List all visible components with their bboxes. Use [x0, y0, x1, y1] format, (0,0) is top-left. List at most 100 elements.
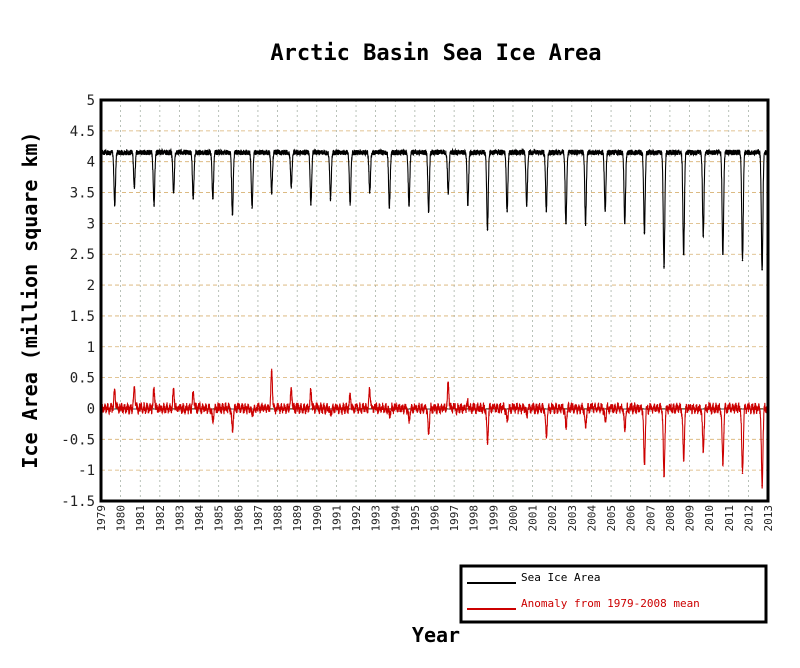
x-tick-label: 2010: [703, 505, 716, 532]
data-point-anomaly: [486, 441, 489, 444]
data-point-sea-ice-minimum: [270, 191, 273, 194]
data-point-sea-ice-minimum: [172, 191, 175, 194]
x-tick-label: 2000: [507, 505, 520, 532]
x-tick-label: 1987: [252, 505, 265, 532]
x-tick-label: 1980: [115, 505, 128, 532]
data-point-sea-ice-minimum: [643, 231, 646, 234]
data-point-anomaly: [349, 395, 351, 397]
data-point-sea-ice-minimum: [447, 191, 450, 194]
series-line-anomaly: [100, 368, 769, 489]
x-tick-label: 1995: [409, 505, 422, 532]
x-tick-label: 1983: [173, 505, 186, 532]
x-tick-label: 2004: [585, 505, 598, 532]
plot-frame: [99, 98, 770, 503]
data-point-sea-ice-minimum: [133, 185, 136, 188]
y-tick-label: -1: [78, 463, 95, 479]
data-point-sea-ice-minimum: [741, 259, 744, 262]
x-tick-label: 1998: [468, 505, 481, 532]
data-point-anomaly: [643, 463, 646, 465]
x-tick-label: 1993: [370, 505, 383, 532]
data-point-anomaly: [388, 413, 391, 416]
data-point-sea-ice-minimum: [525, 204, 528, 206]
data-point-anomaly: [192, 392, 195, 394]
x-tick-label: 1992: [350, 505, 363, 532]
y-tick-label: 0.5: [70, 371, 95, 387]
data-point-sea-ice-minimum: [212, 197, 214, 200]
data-points: [113, 185, 763, 487]
data-point-anomaly: [113, 389, 116, 391]
data-point-sea-ice-minimum: [682, 253, 685, 256]
x-tick-label: 2005: [605, 505, 618, 532]
data-point-sea-ice-minimum: [251, 207, 253, 209]
data-point-anomaly: [447, 382, 450, 385]
x-tick-label: 1990: [311, 505, 324, 532]
data-point-sea-ice-minimum: [761, 268, 763, 271]
y-tick-label: -1.5: [61, 494, 95, 510]
data-point-anomaly: [565, 426, 567, 428]
data-point-anomaly: [270, 370, 273, 373]
data-point-anomaly: [153, 389, 155, 391]
data-point-anomaly: [290, 389, 293, 391]
x-tick-label: 1979: [95, 505, 108, 532]
y-tick-labels: 5 4.5 4 3.5 3 2.5 2 1.5 1 0.5 0 -0.5 -1 -1.5: [61, 93, 95, 510]
data-point-sea-ice-minimum: [604, 210, 606, 212]
y-tick-label: 5: [87, 93, 95, 109]
data-point-anomaly: [310, 389, 312, 391]
x-tick-label: 1991: [330, 505, 343, 532]
data-point-sea-ice-minimum: [623, 222, 626, 225]
gridlines: [100, 99, 769, 502]
data-point-anomaly: [231, 429, 234, 431]
x-tick-label: 1984: [193, 505, 206, 532]
chart-title: Arctic Basin Sea Ice Area: [270, 41, 601, 66]
x-tick-label: 1988: [272, 505, 285, 532]
data-point-anomaly: [467, 401, 469, 404]
x-tick-label: 1981: [134, 505, 147, 532]
data-point-sea-ice-minimum: [467, 204, 469, 206]
data-point-sea-ice-minimum: [722, 253, 724, 256]
data-point-sea-ice-minimum: [427, 210, 430, 212]
data-point-anomaly: [545, 435, 548, 438]
data-point-anomaly: [329, 413, 332, 416]
data-point-anomaly: [427, 432, 430, 434]
x-tick-label: 2013: [762, 505, 775, 532]
data-point-sea-ice-minimum: [310, 204, 312, 206]
data-point-sea-ice-minimum: [702, 234, 705, 237]
data-point-sea-ice-minimum: [329, 197, 332, 200]
data-point-anomaly: [663, 475, 665, 478]
data-point-sea-ice-minimum: [584, 222, 587, 225]
y-tick-label: 1.5: [70, 309, 95, 325]
data-point-anomaly: [623, 429, 626, 431]
x-tick-label: 1982: [154, 505, 167, 532]
x-tick-label: 1996: [429, 505, 442, 532]
data-point-sea-ice-minimum: [545, 210, 548, 212]
data-point-anomaly: [133, 386, 136, 388]
y-axis-label: Ice Area (million square km): [18, 131, 42, 468]
data-point-anomaly: [525, 413, 528, 416]
y-tick-label: 2.5: [70, 247, 95, 263]
data-point-anomaly: [702, 450, 705, 453]
x-tick-label: 1986: [232, 505, 245, 532]
x-tick-label: 2002: [546, 505, 559, 532]
x-tick-label: 2008: [664, 505, 677, 532]
data-point-anomaly: [722, 463, 724, 465]
data-point-anomaly: [506, 420, 508, 422]
x-tick-label: 2007: [644, 505, 657, 532]
y-tick-label: 3.5: [70, 186, 95, 202]
data-point-anomaly: [741, 472, 744, 475]
x-tick-label: 2006: [625, 505, 638, 532]
y-tick-label: -0.5: [61, 432, 95, 448]
legend-label-sea-ice-area: Sea Ice Area: [521, 571, 600, 584]
y-tick-label: 4: [87, 155, 95, 171]
data-point-anomaly: [172, 389, 175, 391]
data-point-anomaly: [682, 460, 685, 462]
data-point-sea-ice-minimum: [153, 204, 155, 206]
data-point-sea-ice-minimum: [192, 197, 195, 200]
data-point-sea-ice-minimum: [388, 207, 391, 209]
legend: Sea Ice Area Anomaly from 1979-2008 mean: [459, 564, 768, 624]
x-tick-labels: 1979 1980 1981 1982 1983 1984 1985 1986 1987 1988…: [95, 505, 775, 532]
x-tick-label: 1997: [448, 505, 461, 532]
x-tick-label: 1994: [389, 505, 402, 532]
x-tick-label: 2011: [723, 505, 736, 532]
data-point-anomaly: [408, 420, 410, 422]
x-tick-label: 1989: [291, 505, 304, 532]
